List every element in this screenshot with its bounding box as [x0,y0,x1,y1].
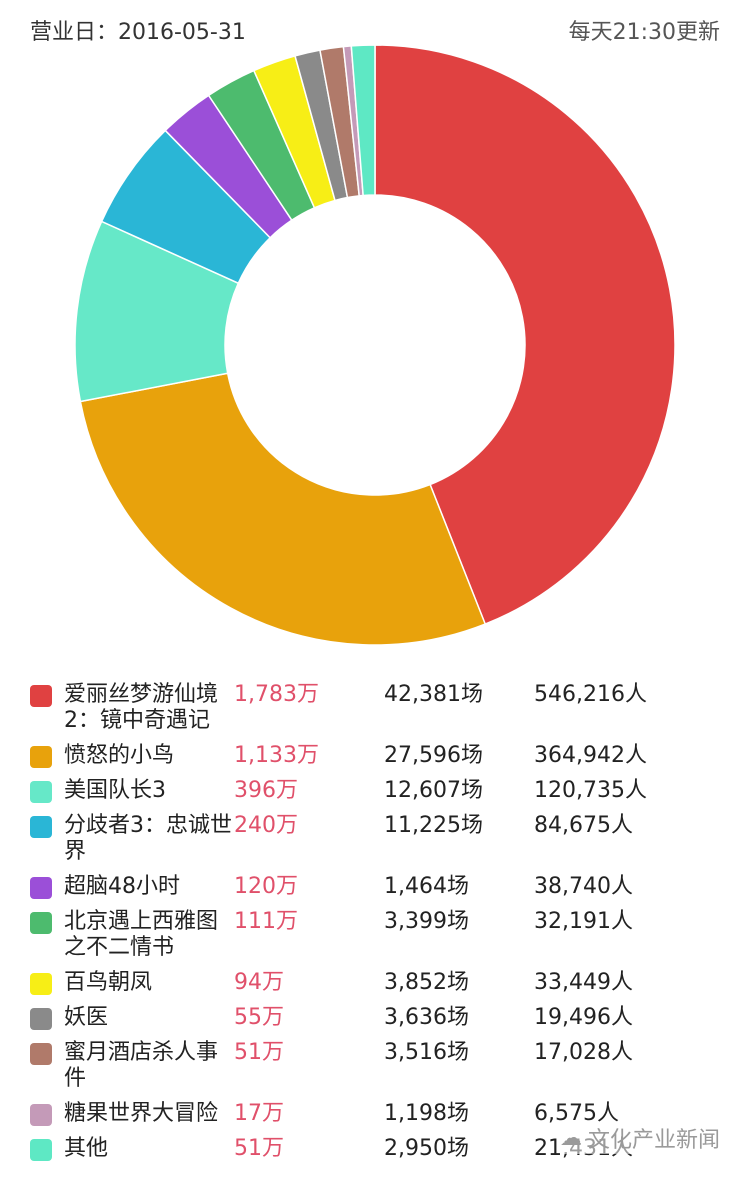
sessions-value: 12,607场 [384,778,483,803]
sessions-value: 1,198场 [384,1101,469,1126]
table-row: 蜜月酒店杀人事件 51万 3,516场 17,028人 [30,1040,730,1092]
legend-swatch [30,746,52,768]
legend-swatch [30,877,52,899]
revenue-value: 240万 [234,813,298,838]
audience-value: 33,449人 [534,970,633,995]
movie-name: 愤怒的小鸟 [64,743,175,768]
update-time: 每天21:30更新 [568,20,720,45]
table-row: 北京遇上西雅图之不二情书 111万 3,399场 32,191人 [30,909,730,961]
audience-value: 364,942人 [534,743,647,768]
legend-swatch [30,816,52,838]
legend-swatch [30,1008,52,1030]
business-date: 营业日：2016-05-31 [30,20,246,45]
audience-value: 32,191人 [534,909,633,934]
revenue-value: 51万 [234,1040,284,1065]
pie-slice-11 [350,44,376,197]
table-row: 美国队长3 396万 12,607场 120,735人 [30,778,730,804]
sessions-value: 27,596场 [384,743,483,768]
revenue-value: 1,133万 [234,743,319,768]
sessions-value: 1,464场 [384,874,469,899]
movie-name: 超脑48小时 [64,874,180,899]
revenue-value: 94万 [234,970,284,995]
legend-swatch [30,781,52,803]
header: 营业日：2016-05-31 每天21:30更新 [0,0,750,56]
audience-value: 38,740人 [534,874,633,899]
watermark-text: 文化产业新闻 [587,1128,720,1153]
audience-value: 120,735人 [534,778,647,803]
pie-slice-1 [374,44,676,626]
sessions-value: 3,636场 [384,1005,469,1030]
table-row: 爱丽丝梦游仙境2：镜中奇遇记 1,783万 42,381场 546,216人 [30,682,730,734]
sessions-value: 3,516场 [384,1040,469,1065]
sessions-value: 3,399场 [384,909,469,934]
table-row: 分歧者3：忠诚世界 240万 11,225场 84,675人 [30,813,730,865]
legend-swatch [30,912,52,934]
table-row: 愤怒的小鸟 1,133万 27,596场 364,942人 [30,743,730,769]
movie-name: 蜜月酒店杀人事件 [64,1040,219,1091]
table-row: 百鸟朝凤 94万 3,852场 33,449人 [30,970,730,996]
sessions-value: 3,852场 [384,970,469,995]
audience-value: 546,216人 [534,682,647,707]
sessions-value: 2,950场 [384,1136,469,1161]
legend-swatch [30,1139,52,1161]
watermark: ☁ 文化产业新闻 [559,1122,720,1154]
legend-swatch [30,1043,52,1065]
revenue-value: 51万 [234,1136,284,1161]
movie-name: 其他 [64,1136,109,1161]
movie-name: 北京遇上西雅图之不二情书 [64,909,219,960]
sessions-value: 42,381场 [384,682,483,707]
sessions-value: 11,225场 [384,813,483,838]
legend-swatch [30,1104,52,1126]
box-office-table: 爱丽丝梦游仙境2：镜中奇遇记 1,783万 42,381场 546,216人愤怒的小鸟… [30,682,730,1171]
audience-value: 6,575人 [534,1101,619,1126]
revenue-value: 396万 [234,778,298,803]
table-row: 超脑48小时 120万 1,464场 38,740人 [30,874,730,900]
table-row: 妖医 55万 3,636场 19,496人 [30,1005,730,1031]
donut-chart [74,44,676,646]
pie-slice-2 [79,372,487,646]
wechat-icon: ☁ [559,1125,582,1151]
revenue-value: 17万 [234,1101,284,1126]
revenue-value: 111万 [234,909,298,934]
revenue-value: 55万 [234,1005,284,1030]
movie-name: 爱丽丝梦游仙境2：镜中奇遇记 [64,682,219,733]
audience-value: 17,028人 [534,1040,633,1065]
movie-name: 美国队长3 [64,778,166,803]
movie-name: 妖医 [64,1005,109,1030]
revenue-value: 120万 [234,874,298,899]
table-row: 糖果世界大冒险 17万 1,198场 6,575人 [30,1101,730,1127]
audience-value: 84,675人 [534,813,633,838]
movie-name: 糖果世界大冒险 [64,1101,219,1126]
audience-value: 19,496人 [534,1005,633,1030]
legend-swatch [30,973,52,995]
movie-name: 分歧者3：忠诚世界 [64,813,232,864]
revenue-value: 1,783万 [234,682,319,707]
legend-swatch [30,685,52,707]
movie-name: 百鸟朝凤 [64,970,153,995]
